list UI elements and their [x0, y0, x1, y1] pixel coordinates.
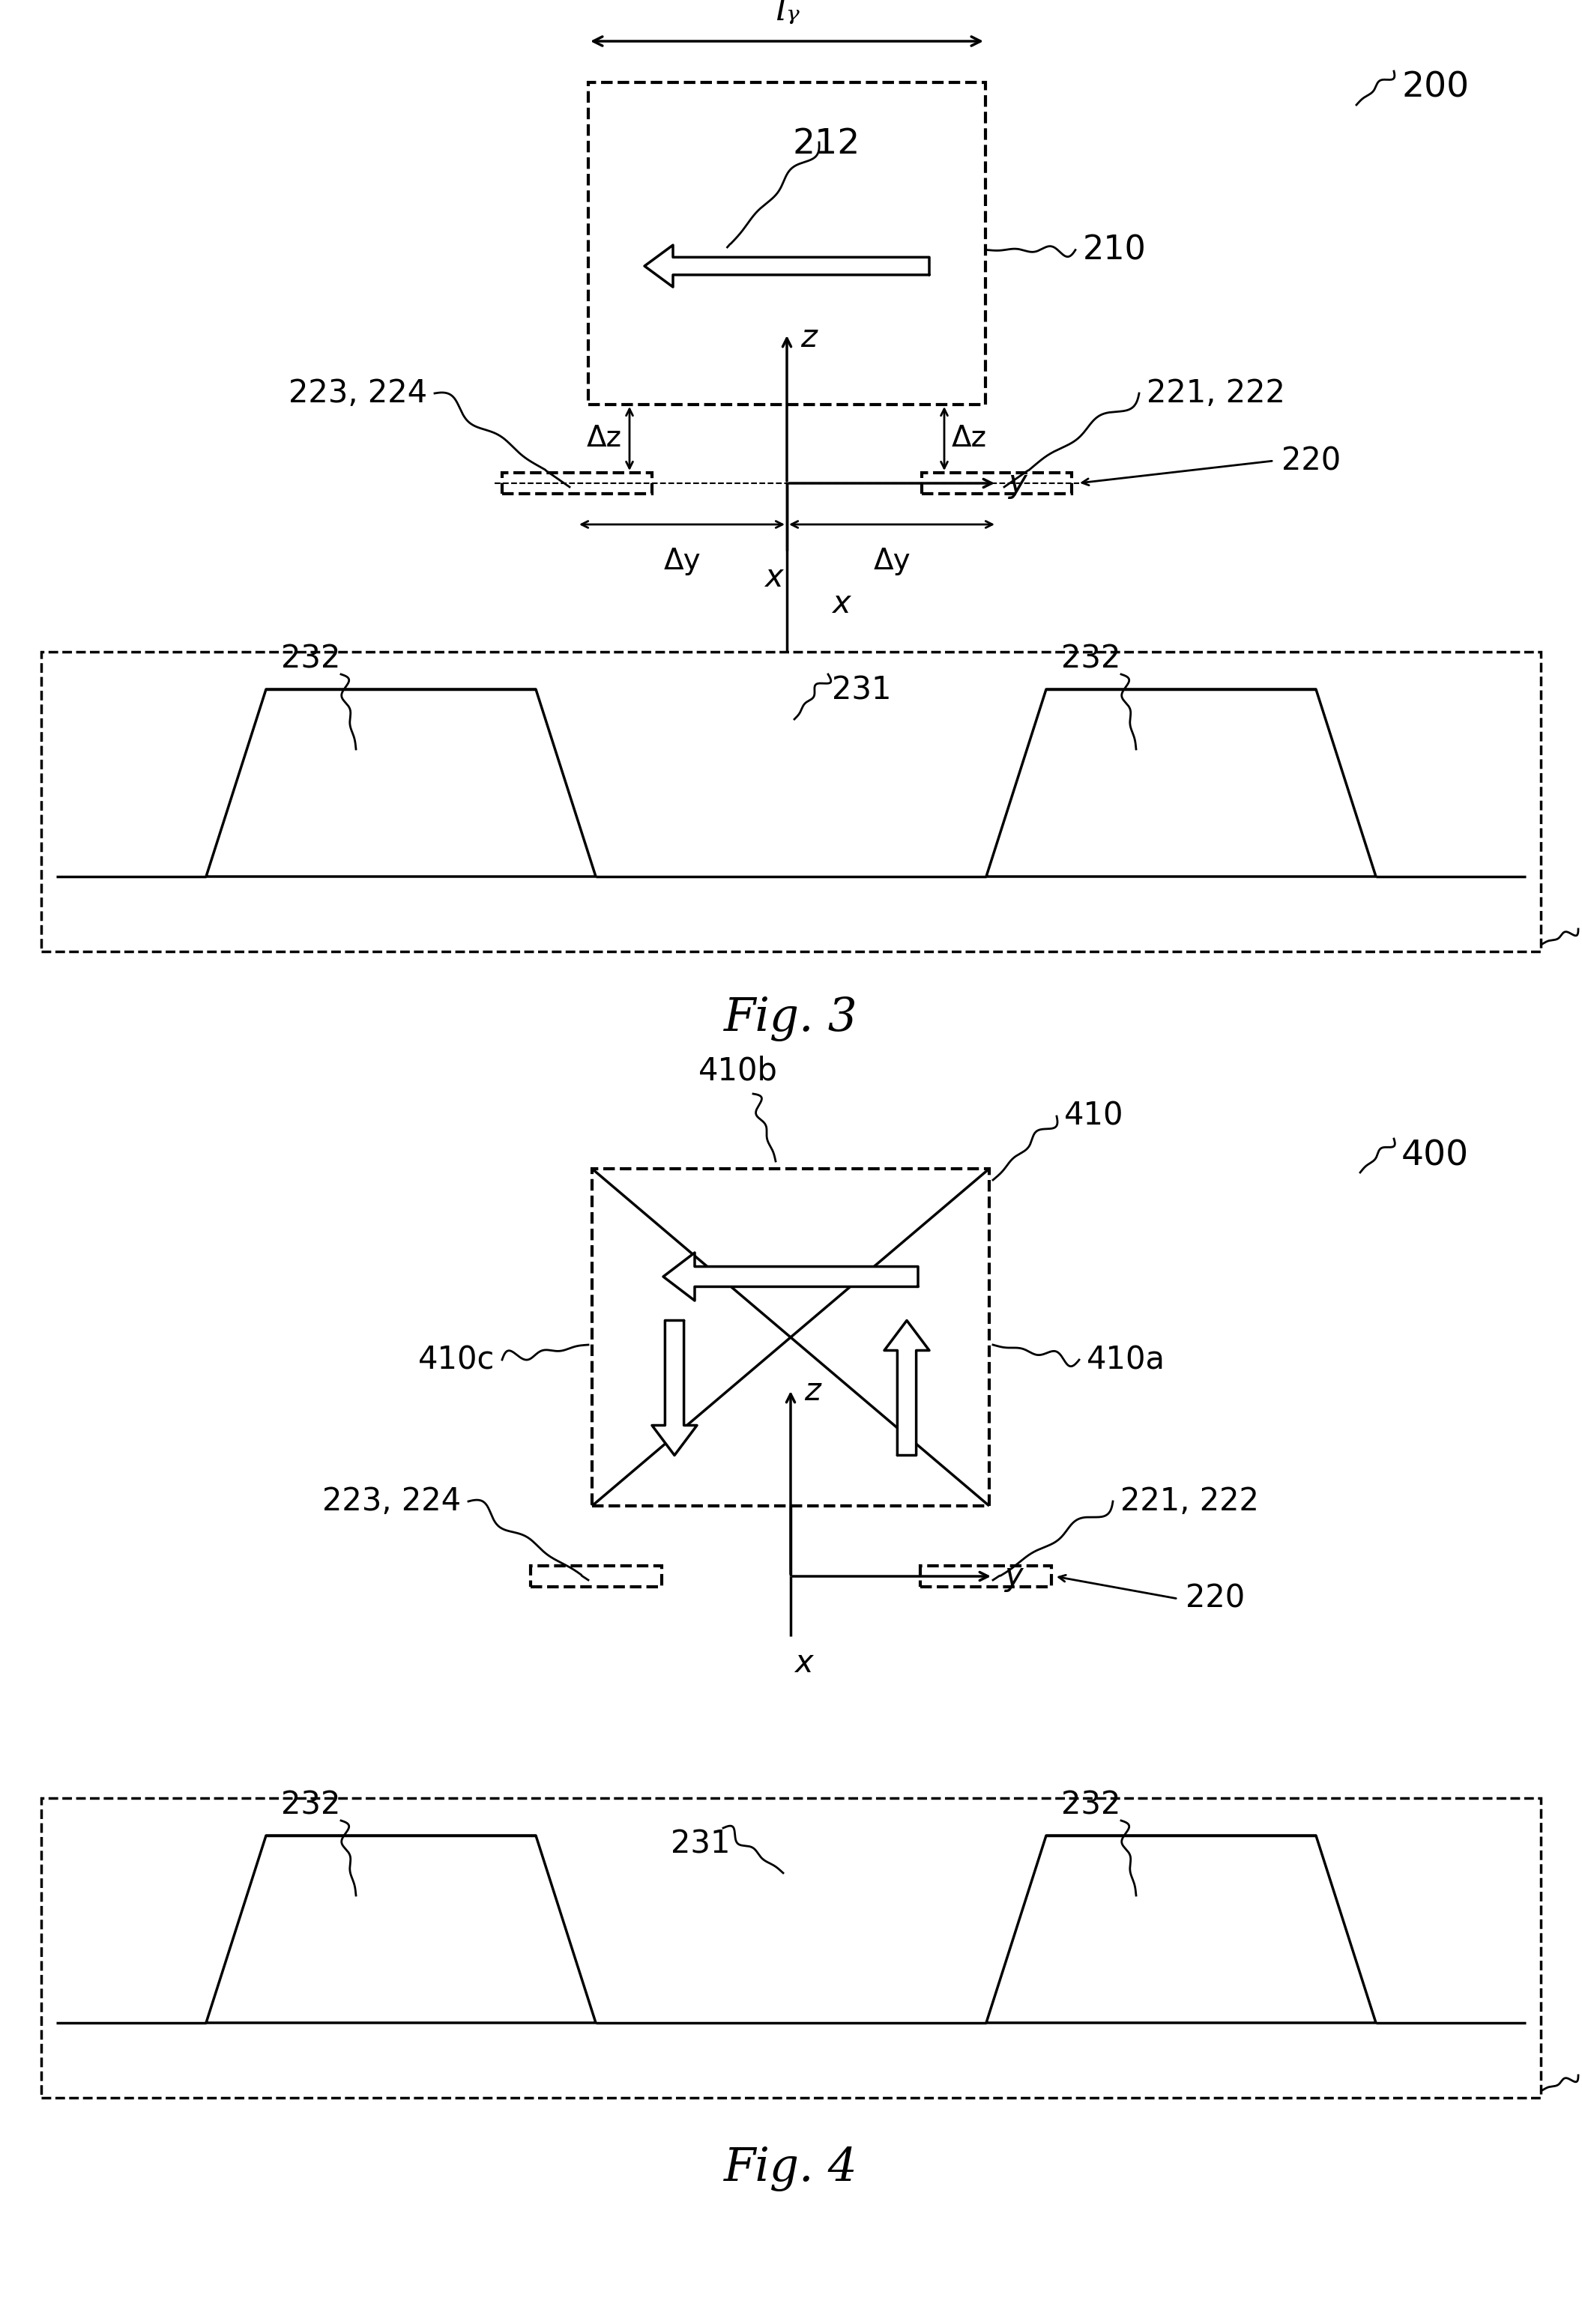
- Text: Δy: Δy: [873, 546, 910, 576]
- Text: 410c: 410c: [418, 1343, 495, 1376]
- Text: 221, 222: 221, 222: [1147, 376, 1285, 409]
- Text: 212: 212: [793, 128, 861, 160]
- Bar: [922, 472, 1071, 493]
- Polygon shape: [644, 244, 929, 288]
- Bar: [41, 651, 1541, 951]
- Text: 223, 224: 223, 224: [288, 376, 427, 409]
- Text: z: z: [800, 323, 816, 353]
- Text: 400: 400: [1402, 1139, 1470, 1174]
- Text: 410: 410: [1065, 1102, 1123, 1132]
- Bar: [921, 1566, 1052, 1587]
- Text: 232: 232: [1062, 644, 1122, 674]
- Text: 231: 231: [671, 1829, 731, 1859]
- Polygon shape: [652, 1320, 698, 1455]
- Text: lᵧ: lᵧ: [775, 0, 799, 28]
- Text: 221, 222: 221, 222: [1120, 1485, 1259, 1518]
- Text: 210: 210: [1084, 235, 1147, 265]
- Bar: [530, 1566, 661, 1587]
- Bar: [589, 81, 986, 404]
- Text: 220: 220: [1185, 1583, 1245, 1615]
- Polygon shape: [663, 1253, 918, 1301]
- Text: 410a: 410a: [1087, 1343, 1166, 1376]
- Text: 232: 232: [282, 1789, 340, 1820]
- Polygon shape: [986, 690, 1376, 876]
- Bar: [41, 1799, 1541, 2099]
- Text: z: z: [804, 1376, 821, 1406]
- Bar: [592, 1169, 989, 1506]
- Text: x: x: [832, 588, 850, 621]
- Text: Fig. 3: Fig. 3: [723, 997, 857, 1041]
- Text: x: x: [794, 1648, 813, 1678]
- Text: Δy: Δy: [663, 546, 701, 576]
- Polygon shape: [206, 690, 596, 876]
- Bar: [501, 472, 652, 493]
- Text: Δz: Δz: [587, 423, 622, 453]
- Text: 200: 200: [1402, 72, 1470, 105]
- Text: 223, 224: 223, 224: [323, 1485, 460, 1518]
- Polygon shape: [986, 1836, 1376, 2022]
- Text: 220: 220: [1281, 444, 1342, 476]
- Text: Fig. 4: Fig. 4: [723, 2147, 857, 2192]
- Text: 232: 232: [1062, 1789, 1122, 1820]
- Text: 232: 232: [282, 644, 340, 674]
- Text: y: y: [1005, 1562, 1022, 1592]
- Text: y: y: [1008, 467, 1027, 500]
- Polygon shape: [884, 1320, 929, 1455]
- Text: x: x: [764, 562, 783, 593]
- Text: 231: 231: [832, 674, 891, 706]
- Text: 410b: 410b: [699, 1055, 778, 1085]
- Polygon shape: [206, 1836, 596, 2022]
- Text: Δz: Δz: [952, 423, 987, 453]
